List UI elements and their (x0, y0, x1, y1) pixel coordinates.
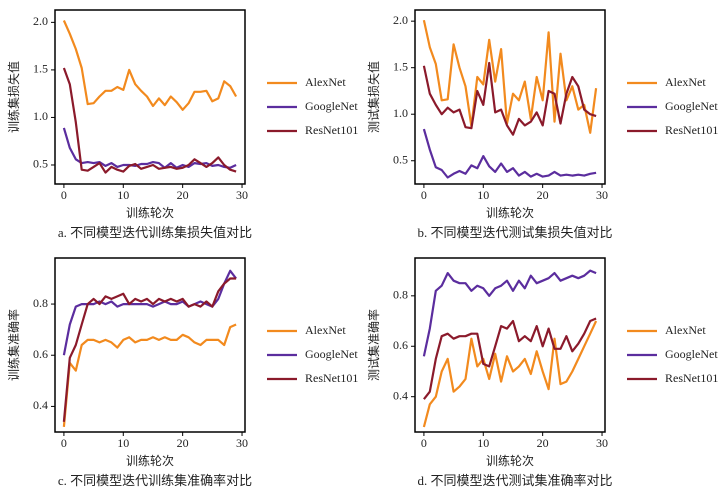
x-tick-label: 20 (177, 436, 189, 450)
x-axis-label: 训练轮次 (486, 453, 534, 468)
x-tick-label: 0 (61, 188, 67, 202)
plot-frame (414, 9, 606, 185)
x-axis-label: 训练轮次 (126, 205, 174, 220)
y-tick-label: 1.0 (393, 106, 408, 120)
series-line (423, 317, 597, 400)
legend-label: AlexNet (305, 323, 346, 337)
y-tick-label: 2.0 (33, 14, 48, 28)
x-tick-label: 0 (421, 188, 427, 202)
plot-frame (414, 257, 606, 433)
x-tick-label: 20 (537, 436, 549, 450)
panel-caption: a. 不同模型迭代训练集损失值对比 (58, 225, 252, 240)
panel-caption: b. 不同模型迭代测试集损失值对比 (417, 225, 612, 240)
series-line (62, 269, 237, 356)
panel-caption: c. 不同模型迭代训练集准确率对比 (58, 473, 252, 488)
y-tick-label: 0.4 (33, 398, 48, 412)
y-tick-label: 0.6 (393, 338, 408, 352)
legend-label: GoogleNet (665, 347, 718, 361)
legend-label: GoogleNet (665, 99, 718, 113)
plot-frame (54, 257, 246, 433)
series-line (422, 128, 597, 179)
series-line (62, 277, 237, 422)
series-line (62, 67, 237, 174)
x-axis-label: 训练轮次 (126, 453, 174, 468)
legend-label: AlexNet (665, 323, 706, 337)
series-line (62, 20, 238, 111)
x-tick-label: 0 (421, 436, 427, 450)
x-tick-label: 30 (236, 188, 248, 202)
series-line (422, 320, 598, 428)
x-tick-label: 0 (61, 436, 67, 450)
legend-label: ResNet101 (665, 123, 718, 137)
x-tick-label: 30 (596, 188, 608, 202)
legend-label: AlexNet (305, 75, 346, 89)
y-tick-label: 1.5 (33, 62, 48, 76)
y-tick-label: 0.6 (33, 347, 48, 361)
x-tick-label: 10 (117, 188, 129, 202)
series-line (62, 323, 237, 428)
x-tick-label: 20 (177, 188, 189, 202)
y-tick-label: 0.8 (393, 288, 408, 302)
x-tick-label: 10 (117, 436, 129, 450)
legend-label: GoogleNet (305, 99, 358, 113)
y-tick-label: 2.0 (393, 13, 408, 27)
series-line (422, 269, 597, 357)
y-tick-label: 0.5 (33, 157, 48, 171)
legend-label: ResNet101 (305, 371, 358, 385)
y-axis-label: 训练集准确率 (6, 309, 21, 381)
y-tick-label: 1.5 (393, 59, 408, 73)
x-tick-label: 10 (477, 188, 489, 202)
y-axis-label: 测试集损失值 (366, 61, 381, 133)
plot-frame (54, 9, 246, 185)
x-tick-label: 20 (537, 188, 549, 202)
x-axis-label: 训练轮次 (486, 205, 534, 220)
x-tick-label: 30 (236, 436, 248, 450)
legend-label: GoogleNet (305, 347, 358, 361)
series-line (422, 19, 598, 134)
y-axis-label: 训练集损失值 (6, 61, 21, 133)
y-tick-label: 1.0 (33, 109, 48, 123)
legend-label: AlexNet (665, 75, 706, 89)
panel-caption: d. 不同模型迭代测试集准确率对比 (417, 473, 612, 488)
y-tick-label: 0.4 (393, 388, 408, 402)
series-line (62, 127, 237, 169)
y-axis-label: 测试集准确率 (366, 309, 381, 381)
x-tick-label: 30 (596, 436, 608, 450)
y-tick-label: 0.8 (33, 296, 48, 310)
legend-label: ResNet101 (305, 123, 358, 137)
x-tick-label: 10 (477, 436, 489, 450)
legend-label: ResNet101 (665, 371, 718, 385)
y-tick-label: 0.5 (393, 152, 408, 166)
series-line (422, 61, 597, 136)
